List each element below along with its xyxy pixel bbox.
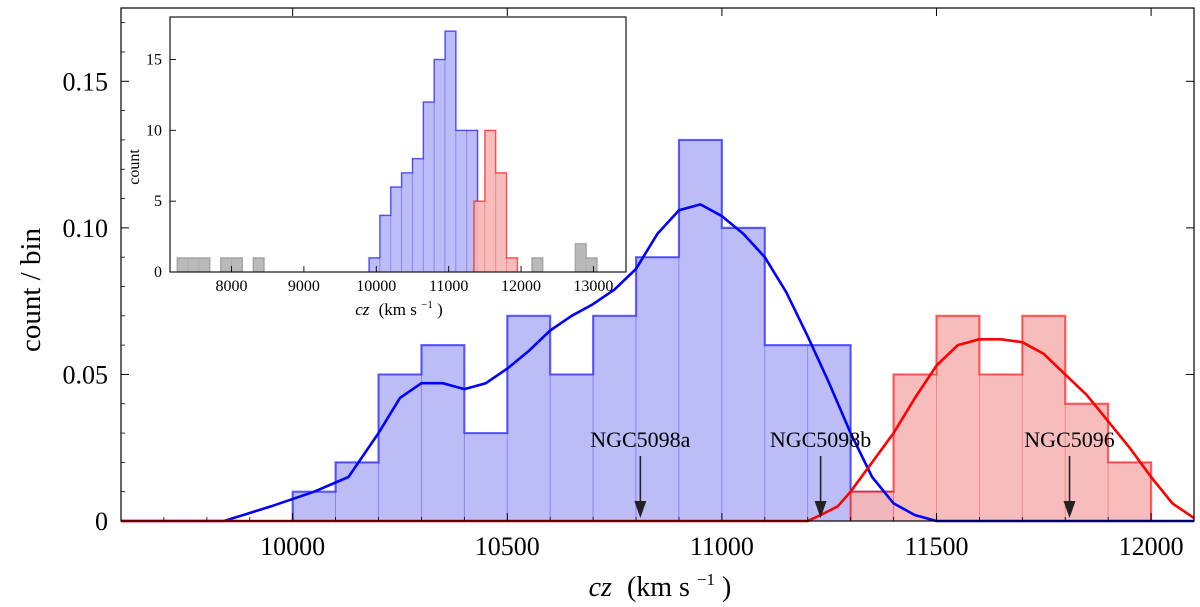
main-y-tick-label-2: 0.10 — [63, 214, 109, 243]
annotation-arrow-head-ngc5096 — [1063, 501, 1076, 518]
bar-ngc5098-group-6 — [549, 374, 594, 522]
inset-x-tick-label-13000: 13000 — [573, 278, 613, 295]
bar-ngc5098-group-10 — [721, 227, 766, 522]
main-x-axis-label-exp: −1 — [697, 570, 715, 589]
bar-outliers-4 — [231, 257, 243, 273]
bar-ngc5098-group-8 — [635, 256, 680, 522]
main-y-tick-label-3: 0.15 — [63, 67, 109, 96]
bar-ngc5098-group-0 — [368, 257, 381, 273]
inset-chart: 8000 9000 10000 11000 12000 13000 0 5 10 15 count… — [126, 16, 627, 319]
histogram-outline-outliers-1 — [219, 257, 244, 272]
inset-x-axis-label-close: ) — [437, 300, 443, 319]
bar-ngc5098-group-1 — [335, 461, 379, 522]
inset-x-tick-label-8000: 8000 — [216, 278, 248, 295]
inset-y-axis-label: count — [126, 149, 143, 185]
density-curve-ngc5096 — [121, 338, 1195, 523]
annotation-arrow-head-ngc5098b — [814, 501, 827, 518]
main-x-tick-label-11500: 11500 — [904, 532, 968, 561]
main-x-tick-label-10000: 10000 — [260, 532, 325, 561]
density-curve-ngc5098 — [121, 203, 1194, 523]
main-x-axis-label: cz (km s −1 ) — [589, 561, 732, 603]
bar-ngc5098-group-7 — [444, 30, 457, 273]
inset-x-tick-label-10000: 10000 — [356, 278, 396, 295]
bar-ngc5096-group-1 — [484, 129, 497, 273]
bar-ngc5098-group-8 — [455, 129, 468, 273]
inset-y-tick-label-15: 15 — [146, 52, 162, 69]
bar-ngc5096-group-3 — [979, 374, 1023, 522]
annotation-label-ngc5098a: NGC5098a — [590, 427, 690, 452]
main-x-tick-label-12000: 12000 — [1119, 532, 1184, 561]
bar-ngc5096-group-2 — [495, 172, 507, 273]
bar-ngc5098-group-12 — [807, 344, 852, 522]
bar-outliers-7 — [574, 243, 587, 273]
histogram-outline-outliers-2 — [252, 257, 265, 272]
main-x-tick-label-10500: 10500 — [475, 532, 540, 561]
main-x-tick-label-11000: 11000 — [690, 532, 754, 561]
bar-ngc5096-group-6 — [1107, 461, 1152, 522]
bar-ngc5098-group-5 — [422, 101, 435, 273]
main-plot-frame — [120, 7, 1195, 522]
bar-ngc5098-group-1 — [379, 214, 392, 273]
bar-outliers-5 — [252, 257, 265, 273]
annotation-label-ngc5096: NGC5096 — [1024, 427, 1114, 452]
main-y-axis-label: count / bin — [15, 227, 47, 352]
inset-x-tick-label-12000: 12000 — [501, 278, 541, 295]
inset-y-tick-label-10: 10 — [146, 122, 162, 139]
inset-x-axis-label: cz (km s −1 ) — [355, 293, 443, 319]
main-annotations: NGC5098a NGC5098b NGC5096 — [590, 427, 1115, 518]
inset-x-tick-label-11000: 11000 — [429, 278, 468, 295]
bar-ngc5098-group-3 — [401, 172, 413, 273]
histogram-outline-outliers-4 — [574, 242, 598, 272]
inset-plot-frame — [169, 16, 627, 273]
main-y-tick-label-0: 0 — [95, 507, 108, 536]
main-axes: 10000 10500 11000 11500 12000 0 0.05 0.10 0.15 — [63, 7, 1195, 561]
bar-outliers-1 — [187, 257, 200, 273]
bar-ngc5098-group-4 — [463, 432, 508, 522]
main-x-axis-label-var: cz — [589, 572, 612, 603]
bar-ngc5098-group-9 — [678, 139, 723, 522]
bar-ngc5098-group-4 — [412, 158, 424, 273]
inset-x-axis-label-unit: (km s — [379, 300, 417, 319]
bar-outliers-3 — [220, 257, 232, 273]
inset-x-axis-label-exp: −1 — [421, 299, 433, 311]
histogram-outline-ngc5098-group-0 — [368, 30, 479, 272]
main-x-axis-label-unit: (km s — [627, 572, 690, 603]
bar-outliers-8 — [585, 257, 598, 273]
annotation-arrow-head-ngc5098a — [634, 501, 647, 518]
histogram-outline-outliers-0 — [176, 257, 211, 272]
bar-ngc5096-group-3 — [506, 257, 518, 273]
inset-y-tick-label-0: 0 — [154, 264, 162, 281]
bar-outliers-0 — [176, 257, 189, 273]
bar-ngc5096-group-0 — [473, 200, 486, 273]
bar-ngc5098-group-6 — [433, 59, 446, 273]
inset-x-tick-label-9000: 9000 — [288, 278, 320, 295]
inset-axes: 8000 9000 10000 11000 12000 13000 0 5 10 15 — [146, 16, 627, 295]
bar-ngc5096-group-4 — [1021, 315, 1066, 522]
bar-ngc5098-group-11 — [764, 344, 809, 522]
histogram-outline-ngc5098-group-0 — [291, 138, 895, 521]
inset-y-tick-label-5: 5 — [154, 193, 162, 210]
main-density-curves — [121, 203, 1195, 523]
annotation-label-ngc5098b: NGC5098b — [770, 427, 871, 452]
histogram-outline-outliers-3 — [531, 257, 544, 272]
bar-outliers-6 — [531, 257, 544, 273]
main-y-tick-label-1: 0.05 — [63, 360, 109, 389]
bar-ngc5098-group-7 — [592, 315, 637, 522]
main-x-axis-label-close: ) — [722, 572, 731, 603]
inset-histogram-bars — [176, 30, 598, 273]
bar-ngc5098-group-5 — [506, 315, 551, 522]
histogram-outline-ngc5096-group-0 — [473, 129, 519, 272]
inset-x-axis-label-var: cz — [355, 300, 370, 319]
bar-ngc5098-group-3 — [421, 344, 465, 522]
bar-outliers-2 — [198, 257, 211, 273]
bar-ngc5098-group-2 — [390, 186, 403, 273]
